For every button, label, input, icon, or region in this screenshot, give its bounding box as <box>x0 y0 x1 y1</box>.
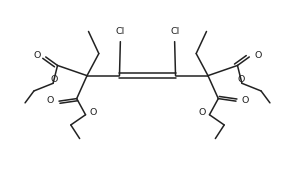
Text: O: O <box>198 108 206 117</box>
Text: O: O <box>241 96 248 105</box>
Text: Cl: Cl <box>170 27 179 36</box>
Text: O: O <box>47 96 54 105</box>
Text: O: O <box>254 51 262 60</box>
Text: O: O <box>237 75 245 84</box>
Text: Cl: Cl <box>116 27 125 36</box>
Text: O: O <box>89 108 96 117</box>
Text: O: O <box>33 51 40 60</box>
Text: O: O <box>50 75 58 84</box>
